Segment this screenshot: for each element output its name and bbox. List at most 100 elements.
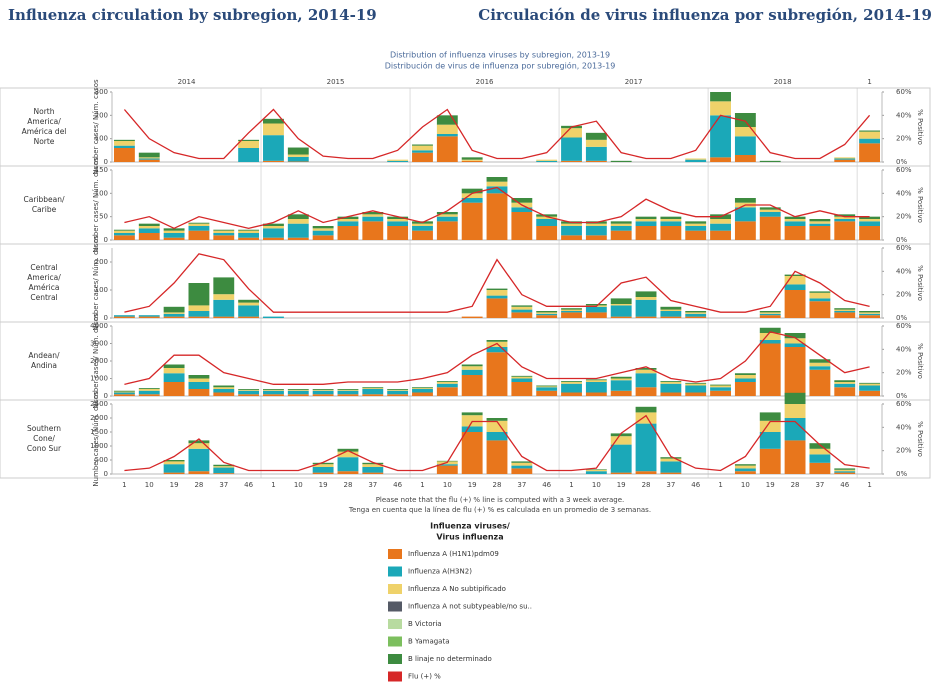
- bar-segment: [536, 312, 558, 314]
- bar-segment: [412, 145, 433, 151]
- bar-segment: [859, 383, 881, 386]
- bar-segment: [536, 226, 558, 240]
- x-tick-label: 19: [170, 481, 179, 489]
- y-tick-label: 100: [95, 286, 108, 294]
- bar-segment: [784, 418, 806, 441]
- bar-segment: [759, 333, 781, 340]
- bar-segment: [213, 392, 235, 396]
- y-tick-label: 4000: [90, 322, 108, 330]
- bar-segment: [511, 306, 533, 310]
- x-tick-label: 10: [741, 481, 750, 489]
- bar-segment: [113, 141, 135, 146]
- bar-segment: [585, 139, 607, 147]
- bar-segment: [486, 186, 508, 194]
- bar-segment: [337, 219, 359, 222]
- bar-segment: [213, 229, 235, 231]
- bar-segment: [461, 375, 483, 396]
- bar-segment: [362, 221, 384, 240]
- bar-segment: [784, 404, 806, 418]
- bar-segment: [138, 390, 160, 395]
- bar-segment: [163, 461, 185, 465]
- bar-segment: [436, 464, 458, 466]
- bar-segment: [834, 221, 856, 240]
- bar-segment: [486, 352, 508, 396]
- x-tick-label: 28: [493, 481, 502, 489]
- bar-segment: [163, 312, 185, 314]
- bar-segment: [263, 237, 284, 240]
- bar-segment: [809, 298, 831, 302]
- bar-segment: [138, 388, 160, 389]
- bar-segment: [163, 316, 185, 318]
- bar-segment: [585, 471, 607, 474]
- bar-segment: [759, 216, 781, 240]
- bar-segment: [784, 216, 806, 219]
- bar-segment: [511, 312, 533, 318]
- bar-segment: [561, 383, 582, 393]
- bar-segment: [859, 390, 881, 396]
- bar-segment: [263, 118, 284, 124]
- legend-swatch: [388, 654, 402, 664]
- bar-segment: [337, 457, 359, 472]
- bar-segment: [809, 359, 831, 363]
- bar-segment: [511, 309, 533, 313]
- bar-segment: [610, 472, 632, 474]
- bar-segment: [287, 390, 309, 395]
- bar-segment: [138, 157, 160, 159]
- bar-segment: [734, 136, 756, 155]
- bar-segment: [834, 157, 856, 159]
- y-tick-label: 200: [95, 258, 108, 266]
- chart-title: Distribution of influenza viruses by sub…: [390, 51, 610, 60]
- panel-label: Central: [30, 293, 57, 302]
- bar-segment: [610, 223, 632, 226]
- bar-segment: [536, 311, 558, 313]
- bar-segment: [486, 298, 508, 318]
- bar-segment: [834, 214, 856, 217]
- bar-segment: [238, 389, 260, 390]
- bar-segment: [610, 444, 632, 473]
- x-tick-label: 28: [791, 481, 800, 489]
- y2-tick-label: 0%: [896, 470, 907, 478]
- legend-label: Influenza A No subtipificado: [408, 585, 506, 593]
- bar-segment: [660, 226, 682, 240]
- bar-segment: [138, 158, 160, 160]
- bar-segment: [834, 469, 856, 472]
- bar-segment: [834, 216, 856, 219]
- bar-segment: [387, 389, 409, 390]
- x-tick-label: 10: [443, 481, 452, 489]
- year-label: 1: [867, 78, 871, 86]
- x-tick-label: 10: [592, 481, 601, 489]
- bar-segment: [710, 385, 731, 388]
- legend-swatch: [388, 549, 402, 559]
- bar-segment: [585, 226, 607, 236]
- bar-segment: [784, 284, 806, 290]
- bar-segment: [436, 134, 458, 137]
- x-tick-label: 46: [244, 481, 253, 489]
- bar-segment: [809, 454, 831, 463]
- bar-segment: [312, 230, 334, 236]
- bar-segment: [536, 219, 558, 226]
- bar-segment: [685, 158, 707, 160]
- bar-segment: [660, 472, 682, 474]
- bar-segment: [163, 368, 185, 374]
- bar-segment: [238, 390, 260, 395]
- x-tick-label: 1: [122, 481, 126, 489]
- y-tick-label: 0: [104, 314, 108, 322]
- bar-segment: [784, 392, 806, 404]
- bar-segment: [362, 212, 384, 215]
- bar-segment: [536, 385, 558, 387]
- bar-segment: [511, 462, 533, 466]
- bar-segment: [511, 212, 533, 240]
- y-axis-label: Number cases/ Núm. casos: [92, 235, 100, 331]
- y2-axis-label: % Positivo: [916, 187, 924, 223]
- y-axis-label: Number cases/ Núm. casos: [92, 391, 100, 487]
- bar-segment: [784, 338, 806, 344]
- bar-segment: [710, 384, 731, 386]
- y-tick-label: 1500: [90, 428, 108, 436]
- bar-segment: [610, 433, 632, 437]
- bar-segment: [759, 420, 781, 432]
- bar-segment: [585, 382, 607, 393]
- bar-segment: [387, 216, 409, 219]
- bar-segment: [585, 312, 607, 318]
- bar-segment: [486, 295, 508, 299]
- bar-segment: [113, 233, 135, 236]
